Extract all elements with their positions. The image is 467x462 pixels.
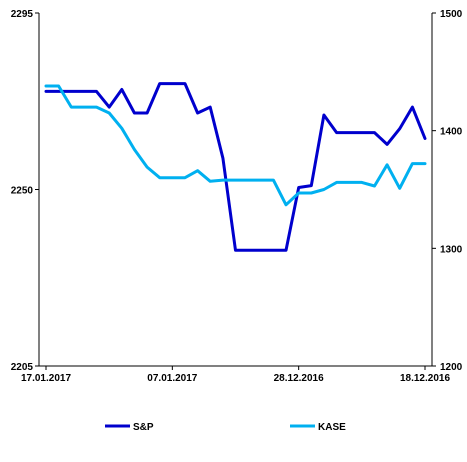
- x-tick-label: 28.12.2016: [274, 373, 324, 384]
- right-tick-label: 1400: [440, 127, 463, 138]
- right-axis-ticks: 1500 1400 1300 1200: [432, 9, 463, 373]
- series-line-s-p: [44, 82, 427, 252]
- plot-area: [38, 13, 433, 367]
- legend-label-sp: S&P: [133, 422, 154, 433]
- right-tick-label: 1300: [440, 244, 463, 255]
- series-line-kase: [44, 84, 427, 207]
- legend-label-kase: KASE: [318, 422, 346, 433]
- x-tick-label: 07.01.2017: [147, 373, 197, 384]
- left-tick-label: 2250: [11, 186, 34, 197]
- legend: S&P KASE: [105, 422, 346, 433]
- left-tick-label: 2295: [11, 9, 34, 20]
- x-tick-label: 18.12.2016: [400, 373, 450, 384]
- right-tick-label: 1200: [440, 362, 463, 373]
- x-tick-label: 17.01.2017: [21, 373, 71, 384]
- left-tick-label: 2205: [11, 362, 34, 373]
- series-layer: [44, 82, 427, 252]
- left-axis-ticks: 2295 2250 2205: [11, 9, 39, 373]
- right-tick-label: 1500: [440, 9, 463, 20]
- x-axis-ticks: 17.01.2017 07.01.2017 28.12.2016 18.12.2016: [21, 366, 450, 384]
